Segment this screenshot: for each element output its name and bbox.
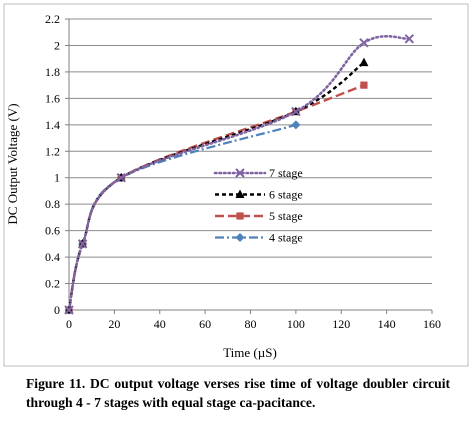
y-tick-label: 0: [54, 303, 60, 317]
data-point: [235, 168, 245, 178]
y-tick-labels: 0 0.2 0.4 0.6 0.8 1 1.2 1.4 1.6 1.8 2 2.2: [45, 12, 60, 317]
x-tick-label: 100: [287, 317, 305, 331]
x-tick-label: 40: [154, 317, 166, 331]
chart-border: [3, 3, 469, 367]
x-tick-label: 60: [199, 317, 211, 331]
data-point: [235, 189, 245, 198]
x-tick-label: 140: [378, 317, 396, 331]
x-tick-label: 120: [332, 317, 350, 331]
data-point: [404, 34, 415, 44]
data-point: [235, 233, 245, 242]
legend-entry: 7 stage: [213, 166, 303, 180]
x-tick-label: 0: [66, 317, 72, 331]
y-tick-label: 1.4: [45, 118, 60, 132]
y-tick-label: 2.2: [45, 12, 60, 26]
grid: [69, 18, 432, 285]
data-point: [236, 212, 244, 220]
legend-label: 6 stage: [269, 188, 303, 202]
y-tick-label: 1: [54, 171, 60, 185]
data-point: [360, 81, 368, 89]
y-axis-label: DC Output Voltage (V): [5, 103, 20, 224]
series-7-stage: [64, 34, 415, 315]
x-tick-labels: 0 20 40 60 80 100 120 140 160: [66, 317, 441, 331]
y-tick-label: 2: [54, 38, 60, 52]
y-tick-label: 0.8: [45, 197, 60, 211]
series-layer: [64, 34, 415, 315]
data-point: [291, 120, 301, 130]
y-tick-label: 1.8: [45, 65, 60, 79]
legend-label: 7 stage: [269, 166, 303, 180]
chart: 0 20 40 60 80 100 120 140 160 0 0.2 0.4 0.6 0.8 1 1.2 1…: [3, 3, 469, 367]
legend-entry: 6 stage: [215, 188, 303, 202]
y-tick-label: 0.6: [45, 224, 60, 238]
data-point: [77, 239, 88, 249]
legend-label: 4 stage: [269, 231, 303, 245]
legend-entry: 5 stage: [215, 209, 303, 223]
x-axis-label: Time (µS): [223, 345, 277, 360]
x-tick-label: 20: [108, 317, 120, 331]
legend-entry: 4 stage: [215, 231, 303, 245]
x-tick-label: 80: [245, 317, 257, 331]
data-point: [359, 38, 369, 48]
x-tick-label: 160: [423, 317, 441, 331]
y-tick-label: 0.2: [45, 277, 60, 291]
legend-label: 5 stage: [269, 209, 303, 223]
legend: 7 stage 6 stage 5 stage 4 stage: [213, 166, 303, 245]
data-point: [64, 305, 74, 315]
data-point: [291, 106, 301, 117]
figure-caption: Figure 11. DC output voltage verses rise…: [26, 376, 450, 410]
y-tick-label: 1.6: [45, 91, 60, 105]
data-point: [359, 57, 369, 67]
data-point: [116, 173, 126, 183]
y-tick-label: 1.2: [45, 144, 60, 158]
y-tick-label: 0.4: [45, 250, 60, 264]
